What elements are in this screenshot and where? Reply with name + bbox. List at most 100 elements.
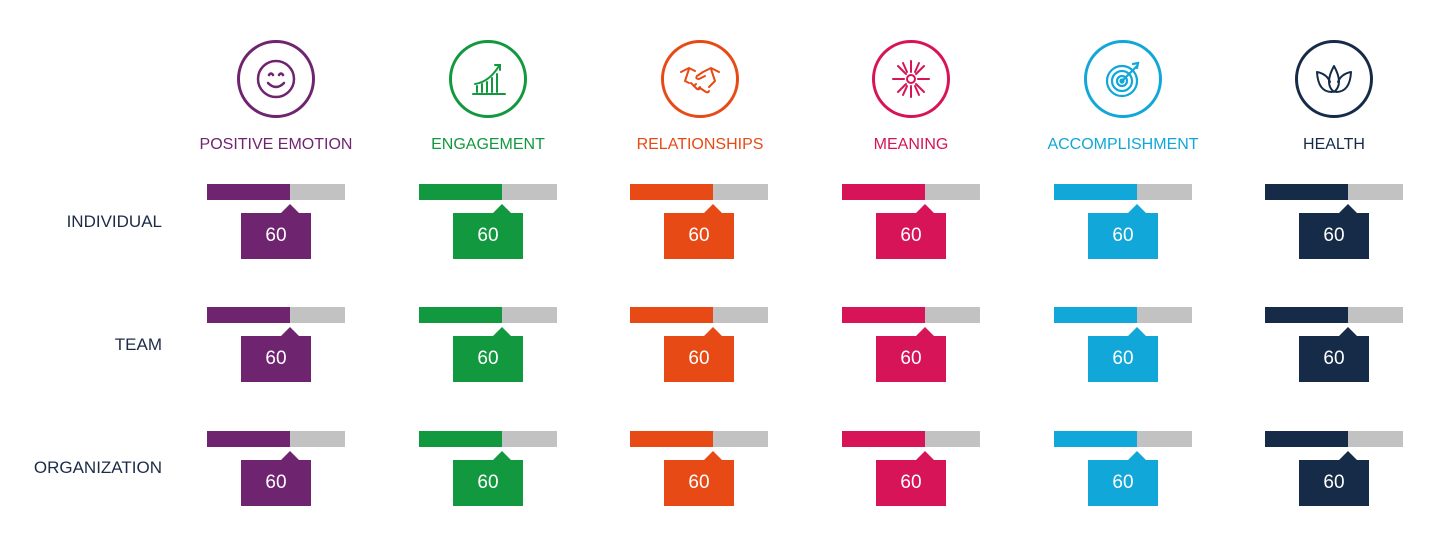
badge-pointer (703, 327, 722, 336)
progress-track (1054, 307, 1192, 323)
progress-track (630, 431, 768, 447)
metric-individual-health: 60 (1265, 184, 1405, 264)
progress-track (842, 431, 980, 447)
metric-team-positive-emotion: 60 (207, 307, 347, 387)
progress-fill (1265, 431, 1348, 447)
progress-track (630, 184, 768, 200)
progress-track (1265, 431, 1403, 447)
badge-pointer (280, 204, 299, 213)
score-badge: 60 (1299, 460, 1369, 506)
progress-fill (630, 307, 713, 323)
progress-track (1265, 184, 1403, 200)
metric-team-meaning: 60 (842, 307, 982, 387)
metric-individual-meaning: 60 (842, 184, 982, 264)
metric-organization-relationships: 60 (630, 431, 770, 511)
progress-track (419, 431, 557, 447)
metric-individual-positive-emotion: 60 (207, 184, 347, 264)
progress-fill (419, 307, 502, 323)
progress-track (842, 307, 980, 323)
metric-organization-meaning: 60 (842, 431, 982, 511)
score-badge: 60 (1088, 460, 1158, 506)
metric-organization-accomplishment: 60 (1054, 431, 1194, 511)
metric-individual-relationships: 60 (630, 184, 770, 264)
metric-individual-accomplishment: 60 (1054, 184, 1194, 264)
row-label-team: TEAM (114, 335, 162, 354)
header-relationships: RELATIONSHIPS (610, 40, 790, 154)
badge-pointer (915, 327, 934, 336)
progress-fill (1054, 431, 1137, 447)
header-health: HEALTH (1244, 40, 1424, 154)
row-label-individual: INDIVIDUAL (66, 212, 162, 231)
score-badge: 60 (876, 460, 946, 506)
metric-team-health: 60 (1265, 307, 1405, 387)
progress-track (842, 184, 980, 200)
badge-pointer (492, 327, 511, 336)
starburst-icon (872, 40, 950, 118)
progress-fill (207, 431, 290, 447)
metric-team-engagement: 60 (419, 307, 559, 387)
progress-fill (842, 184, 925, 200)
metric-individual-engagement: 60 (419, 184, 559, 264)
score-badge: 60 (1299, 336, 1369, 382)
badge-pointer (1338, 204, 1357, 213)
column-label: ENGAGEMENT (431, 136, 545, 153)
header-engagement: ENGAGEMENT (398, 40, 578, 154)
score-badge: 60 (241, 460, 311, 506)
badge-pointer (1127, 327, 1146, 336)
progress-fill (1054, 307, 1137, 323)
badge-pointer (1338, 451, 1357, 460)
header-accomplishment: ACCOMPLISHMENT (1033, 40, 1213, 154)
score-badge: 60 (453, 460, 523, 506)
progress-fill (630, 184, 713, 200)
progress-track (1054, 431, 1192, 447)
score-badge: 60 (453, 213, 523, 259)
header-meaning: MEANING (821, 40, 1001, 154)
progress-fill (207, 184, 290, 200)
smiley-icon (237, 40, 315, 118)
score-badge: 60 (241, 213, 311, 259)
progress-fill (842, 307, 925, 323)
badge-pointer (1338, 327, 1357, 336)
progress-fill (1265, 184, 1348, 200)
column-label: ACCOMPLISHMENT (1047, 136, 1199, 153)
leaf-icon (1295, 40, 1373, 118)
progress-track (419, 184, 557, 200)
progress-track (1054, 184, 1192, 200)
progress-track (207, 184, 345, 200)
score-badge: 60 (876, 336, 946, 382)
progress-fill (1265, 307, 1348, 323)
score-badge: 60 (664, 213, 734, 259)
progress-fill (630, 431, 713, 447)
score-badge: 60 (1299, 213, 1369, 259)
badge-pointer (492, 451, 511, 460)
badge-pointer (280, 451, 299, 460)
progress-track (419, 307, 557, 323)
score-badge: 60 (876, 213, 946, 259)
progress-track (630, 307, 768, 323)
growth-chart-icon (449, 40, 527, 118)
score-badge: 60 (664, 460, 734, 506)
badge-pointer (915, 451, 934, 460)
progress-fill (842, 431, 925, 447)
score-badge: 60 (1088, 336, 1158, 382)
badge-pointer (1127, 451, 1146, 460)
badge-pointer (1127, 204, 1146, 213)
progress-fill (1054, 184, 1137, 200)
badge-pointer (703, 204, 722, 213)
score-badge: 60 (664, 336, 734, 382)
column-label: HEALTH (1303, 136, 1365, 153)
column-label: POSITIVE EMOTION (199, 136, 353, 153)
badge-pointer (280, 327, 299, 336)
metric-organization-positive-emotion: 60 (207, 431, 347, 511)
metric-organization-health: 60 (1265, 431, 1405, 511)
score-badge: 60 (1088, 213, 1158, 259)
column-label: MEANING (873, 136, 949, 153)
badge-pointer (703, 451, 722, 460)
metric-team-relationships: 60 (630, 307, 770, 387)
row-label-organization: ORGANIZATION (33, 458, 162, 477)
handshake-icon (661, 40, 739, 118)
progress-fill (419, 431, 502, 447)
header-positive-emotion: POSITIVE EMOTION (186, 40, 366, 154)
column-label: RELATIONSHIPS (636, 136, 764, 153)
progress-track (207, 431, 345, 447)
